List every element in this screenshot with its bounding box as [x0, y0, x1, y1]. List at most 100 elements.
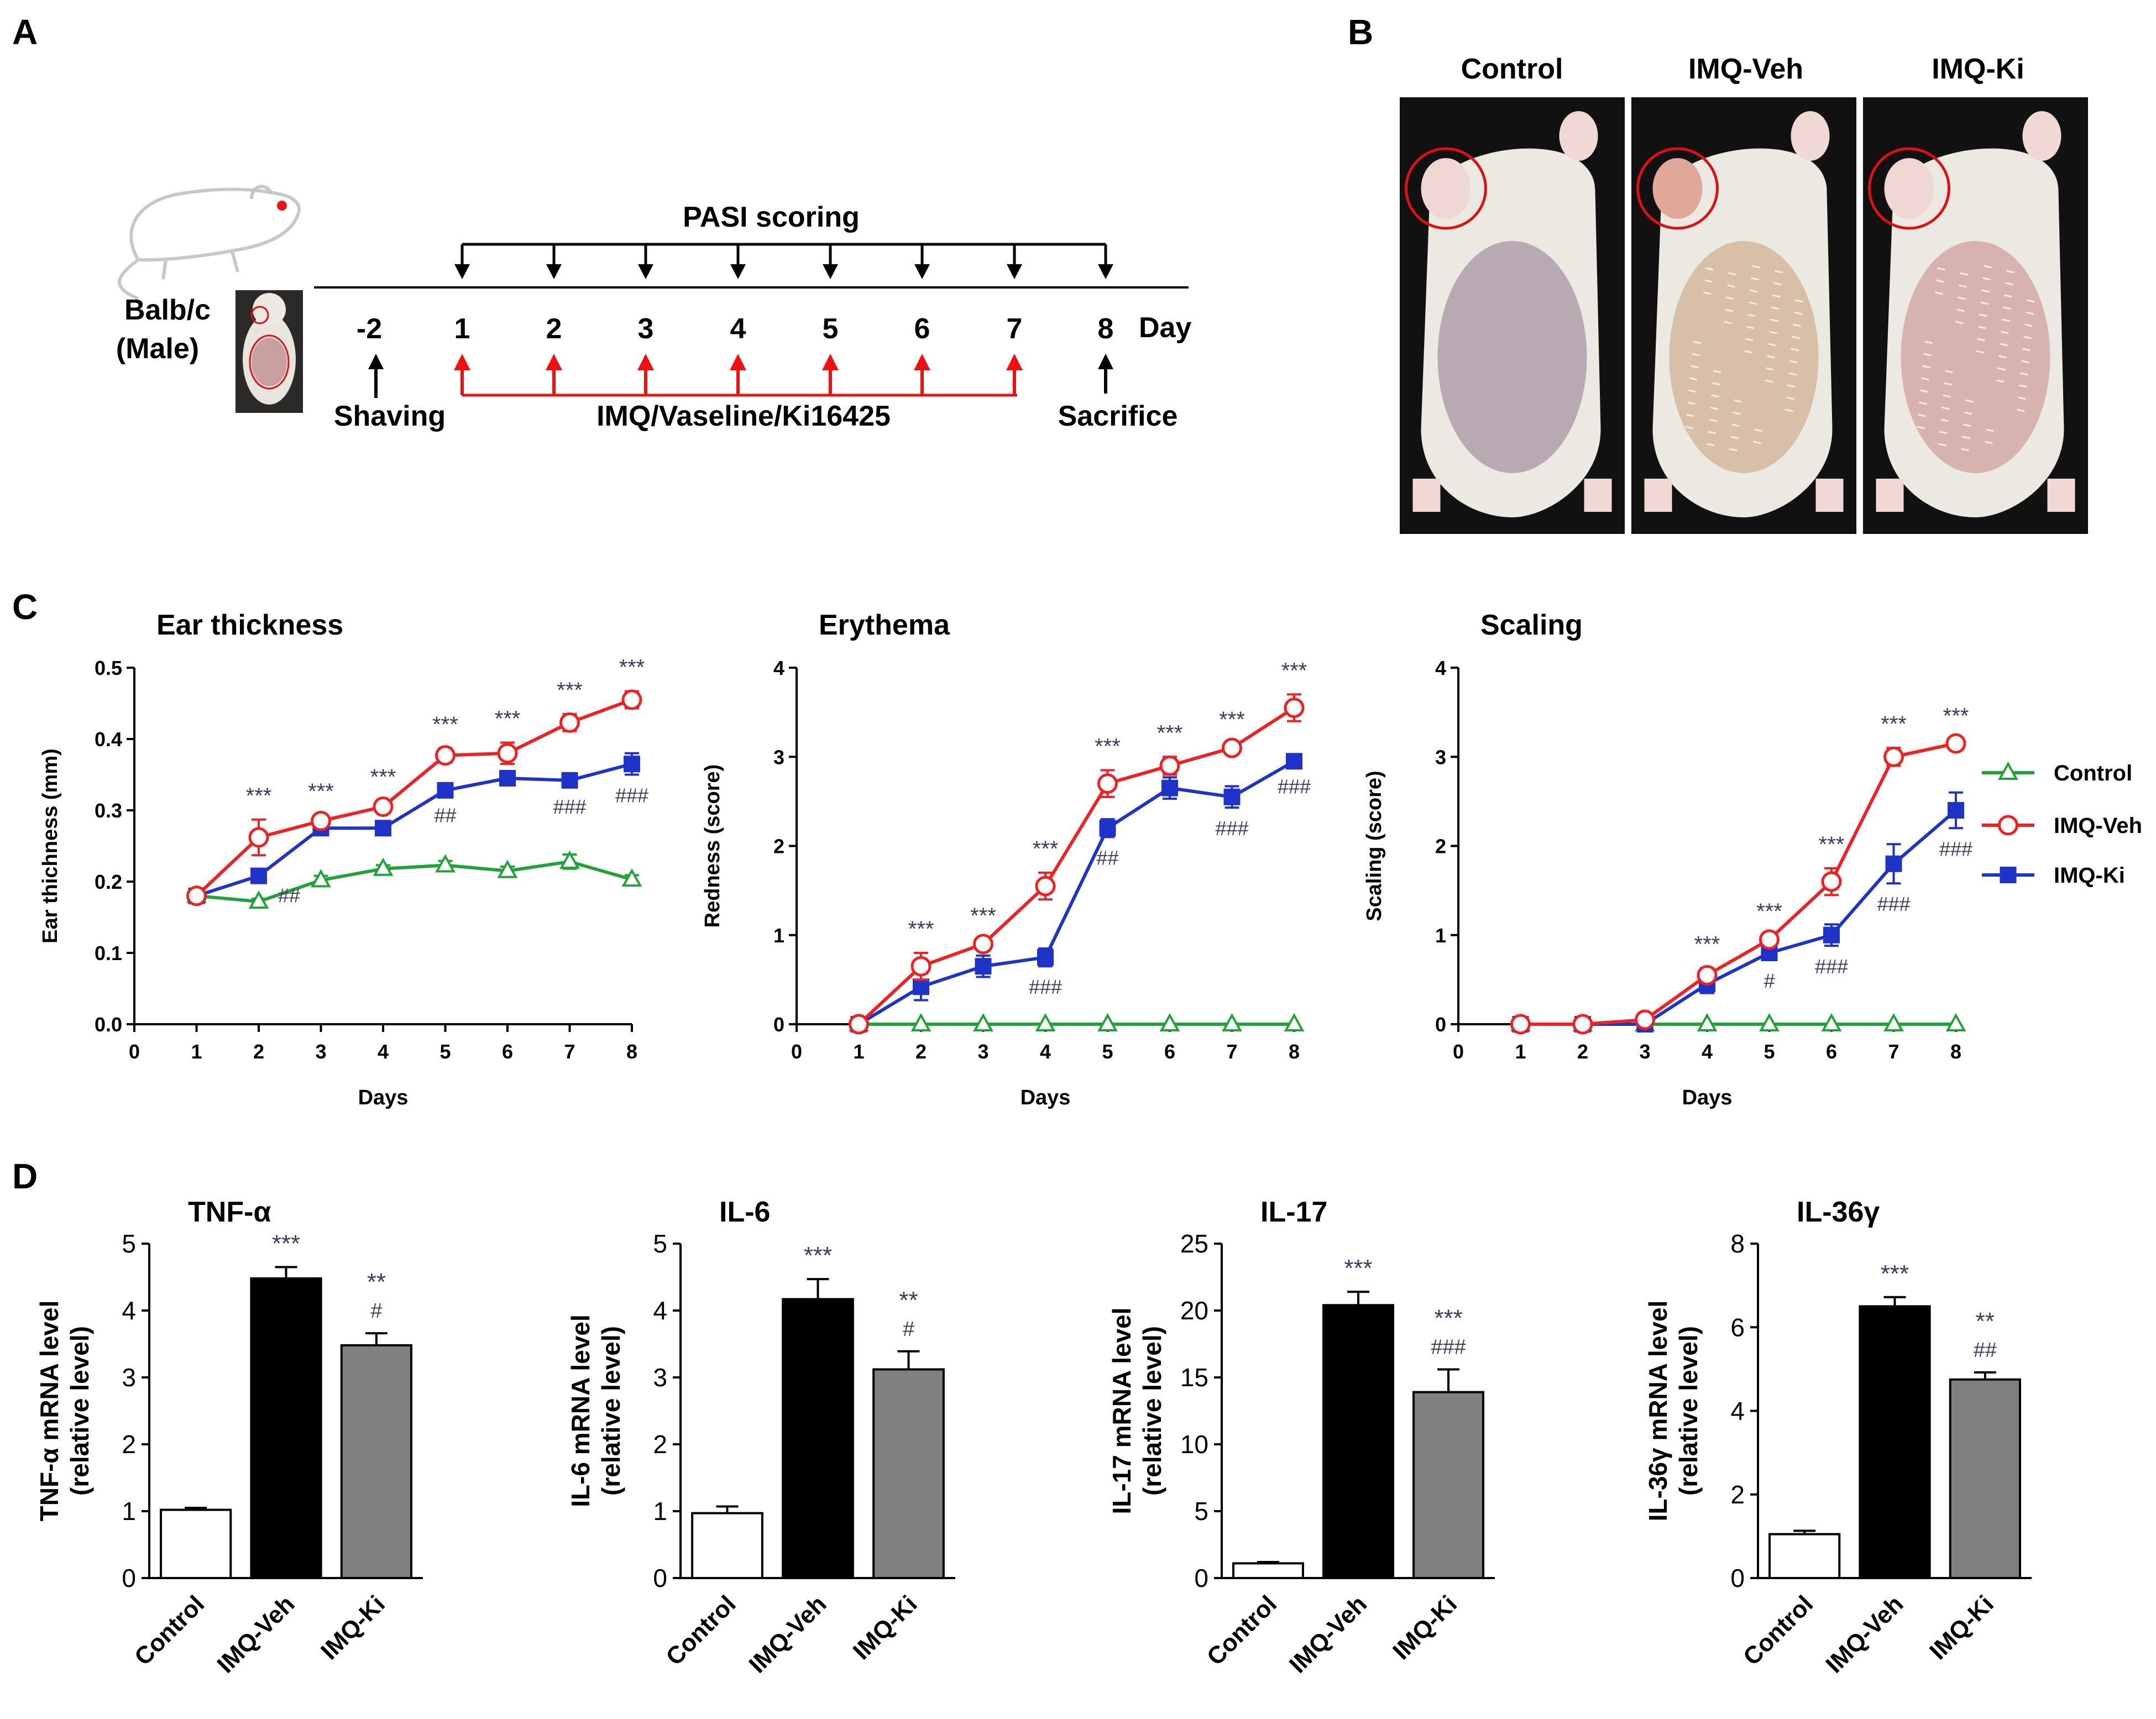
y-axis-label-line2: (relative level) — [596, 1326, 625, 1496]
scale-flake — [1788, 372, 1797, 376]
data-point — [1286, 753, 1302, 770]
y-tick-label: 4 — [1730, 1397, 1745, 1425]
y-tick-label: 2 — [773, 835, 784, 858]
shaved-back — [1669, 241, 1819, 473]
data-point — [499, 769, 516, 787]
y-tick-label: 4 — [1435, 657, 1446, 679]
mouse-sex: (Male) — [116, 333, 199, 365]
bar-control — [691, 1512, 763, 1579]
significance-stars: *** — [1095, 734, 1121, 758]
scale-flake — [1713, 370, 1721, 374]
y-axis-label-line2: (relative level) — [1138, 1326, 1166, 1496]
y-tick-label: 0 — [1730, 1564, 1745, 1592]
scale-flake — [1747, 313, 1756, 317]
y-tick-label: 3 — [653, 1363, 667, 1392]
day-axis-label: Day — [1139, 312, 1191, 344]
scale-flake — [1942, 406, 1950, 410]
category-label: IMQ-Ki — [848, 1590, 923, 1665]
y-tick-label: 4 — [773, 657, 784, 679]
line-chart-1: Erythema 0 1 2 3 4 0 1 2 3 4 5 6 7 8 Days Redness (score… — [701, 609, 1311, 1109]
photo-label-imq-veh: IMQ-Veh — [1688, 53, 1803, 85]
category-label: IMQ-Veh — [212, 1590, 300, 1678]
significance-hashes: ### — [1939, 837, 1972, 860]
data-point — [1945, 733, 1966, 754]
series-line — [1520, 742, 1956, 1026]
day-label: 2 — [546, 313, 562, 345]
scale-flake — [1684, 438, 1692, 442]
y-tick-label: 0.3 — [95, 799, 122, 822]
significance-stars: *** — [432, 712, 458, 737]
scale-flake — [1935, 291, 1943, 295]
data-point — [621, 868, 642, 887]
scale-flake — [2023, 336, 2032, 339]
day-label: 1 — [454, 313, 470, 345]
scale-flake — [1787, 384, 1796, 388]
data-point — [373, 857, 394, 876]
scale-flake — [2024, 323, 2033, 327]
data-point — [435, 854, 456, 873]
scale-flake — [1693, 340, 1701, 344]
x-tick-label: 3 — [1639, 1040, 1650, 1063]
scale-flake — [1691, 365, 1699, 369]
right-ear — [2022, 111, 2061, 161]
treatment-arrow-head — [822, 354, 839, 370]
data-point — [1572, 1014, 1593, 1035]
scale-flake — [1944, 382, 1952, 386]
pasi-arrow-head — [823, 264, 838, 279]
scale-flake — [1750, 289, 1758, 293]
data-point — [624, 756, 640, 773]
significance-stars: *** — [1881, 1260, 1909, 1287]
chart-title: IL-36γ — [1797, 1196, 1880, 1228]
category-label: IMQ-Veh — [1820, 1590, 1908, 1678]
shaving-label: Shaving — [334, 400, 446, 432]
scale-flake — [1958, 296, 1966, 300]
x-tick-label: 0 — [129, 1040, 140, 1063]
bar-control — [160, 1508, 232, 1580]
y-tick-label: 5 — [653, 1229, 667, 1258]
treatment-arrow-head — [730, 354, 746, 370]
scale-flake — [1770, 318, 1778, 322]
significance-stars: *** — [1943, 704, 1969, 729]
significance-stars: *** — [495, 706, 521, 731]
bar-imq-ki — [1412, 1391, 1485, 1580]
data-point — [1223, 788, 1241, 805]
x-tick-label: 2 — [253, 1040, 264, 1063]
data-point — [1821, 871, 1842, 892]
left-ear — [1421, 158, 1471, 219]
day-label: 8 — [1098, 313, 1114, 345]
data-point — [1159, 755, 1180, 776]
scale-flake — [1753, 441, 1761, 444]
left-ear — [1884, 158, 1934, 219]
data-point — [1697, 1013, 1718, 1031]
pasi-arrows — [454, 244, 1113, 279]
left-ear — [1652, 158, 1703, 219]
significance-stars: *** — [970, 904, 996, 928]
scale-flake — [1976, 350, 1984, 354]
sacrifice-label: Sacrifice — [1058, 400, 1178, 432]
significance-stars: *** — [308, 779, 334, 804]
photo-label-control: Control — [1461, 53, 1563, 85]
data-point — [913, 978, 929, 995]
y-tick-label: 0.1 — [95, 942, 122, 965]
y-tick-label: 0.2 — [95, 871, 122, 893]
scale-flake — [1939, 431, 1948, 434]
bar-imq-veh — [782, 1298, 854, 1579]
scale-flake — [1956, 308, 1965, 312]
category-label: Control — [661, 1590, 741, 1670]
scale-flake — [2027, 299, 2035, 303]
sacrifice-arrow — [1098, 354, 1113, 394]
panel-label-c: C — [12, 587, 38, 627]
y-tick-label: 0 — [122, 1564, 136, 1592]
chart-title: Ear thickness — [156, 609, 343, 641]
significance-stars: ** — [367, 1269, 386, 1296]
scale-flake — [1963, 423, 1971, 427]
mouse-strain: Balb/c — [124, 294, 211, 326]
treatment-arrows — [454, 354, 1023, 395]
shaving-arrow — [368, 354, 384, 398]
y-tick-label: 1 — [773, 924, 784, 947]
y-tick-label: 15 — [1180, 1363, 1208, 1392]
series-imq-veh — [1510, 733, 1966, 1035]
legend: Control IMQ-Veh IMQ-Ki — [1982, 761, 2142, 888]
shaved-back — [1901, 241, 2050, 473]
